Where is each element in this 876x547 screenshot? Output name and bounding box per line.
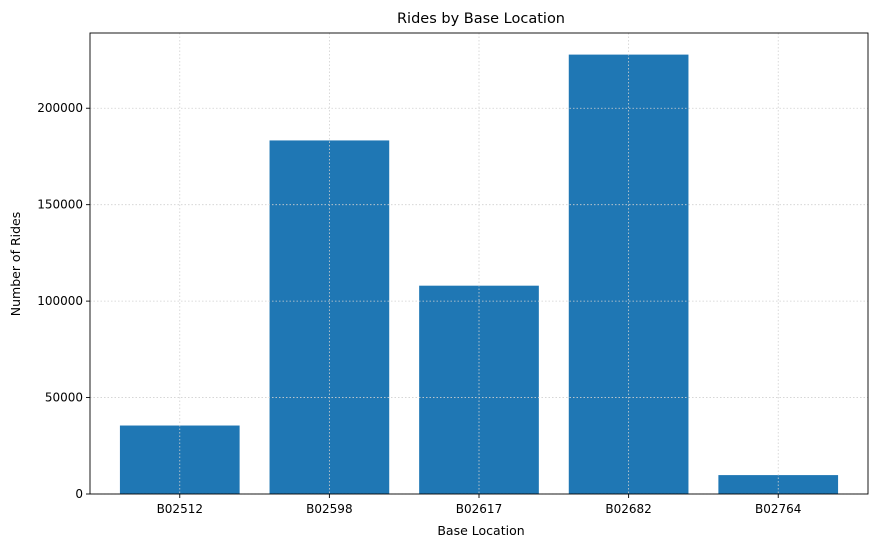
x-axis-ticks: B02512 B02598 B02617 B02682 B02764 [157, 494, 801, 516]
y-tick-label: 50000 [45, 391, 83, 405]
chart-title: Rides by Base Location [397, 11, 565, 27]
x-tick-label: B02512 [157, 502, 203, 516]
y-tick-label: 100000 [37, 294, 83, 308]
y-axis-ticks: 0 50000 100000 150000 200000 [37, 101, 90, 501]
y-tick-label: 200000 [37, 101, 83, 115]
x-tick-label: B02764 [755, 502, 801, 516]
plot-frame [89, 32, 869, 495]
x-tick-label: B02617 [456, 502, 502, 516]
y-tick-label: 0 [75, 487, 83, 501]
x-axis-label: Base Location [437, 523, 524, 538]
x-tick-label: B02682 [605, 502, 651, 516]
y-axis-label: Number of Rides [8, 212, 23, 317]
x-tick-label: B02598 [306, 502, 352, 516]
y-tick-label: 150000 [37, 198, 83, 212]
